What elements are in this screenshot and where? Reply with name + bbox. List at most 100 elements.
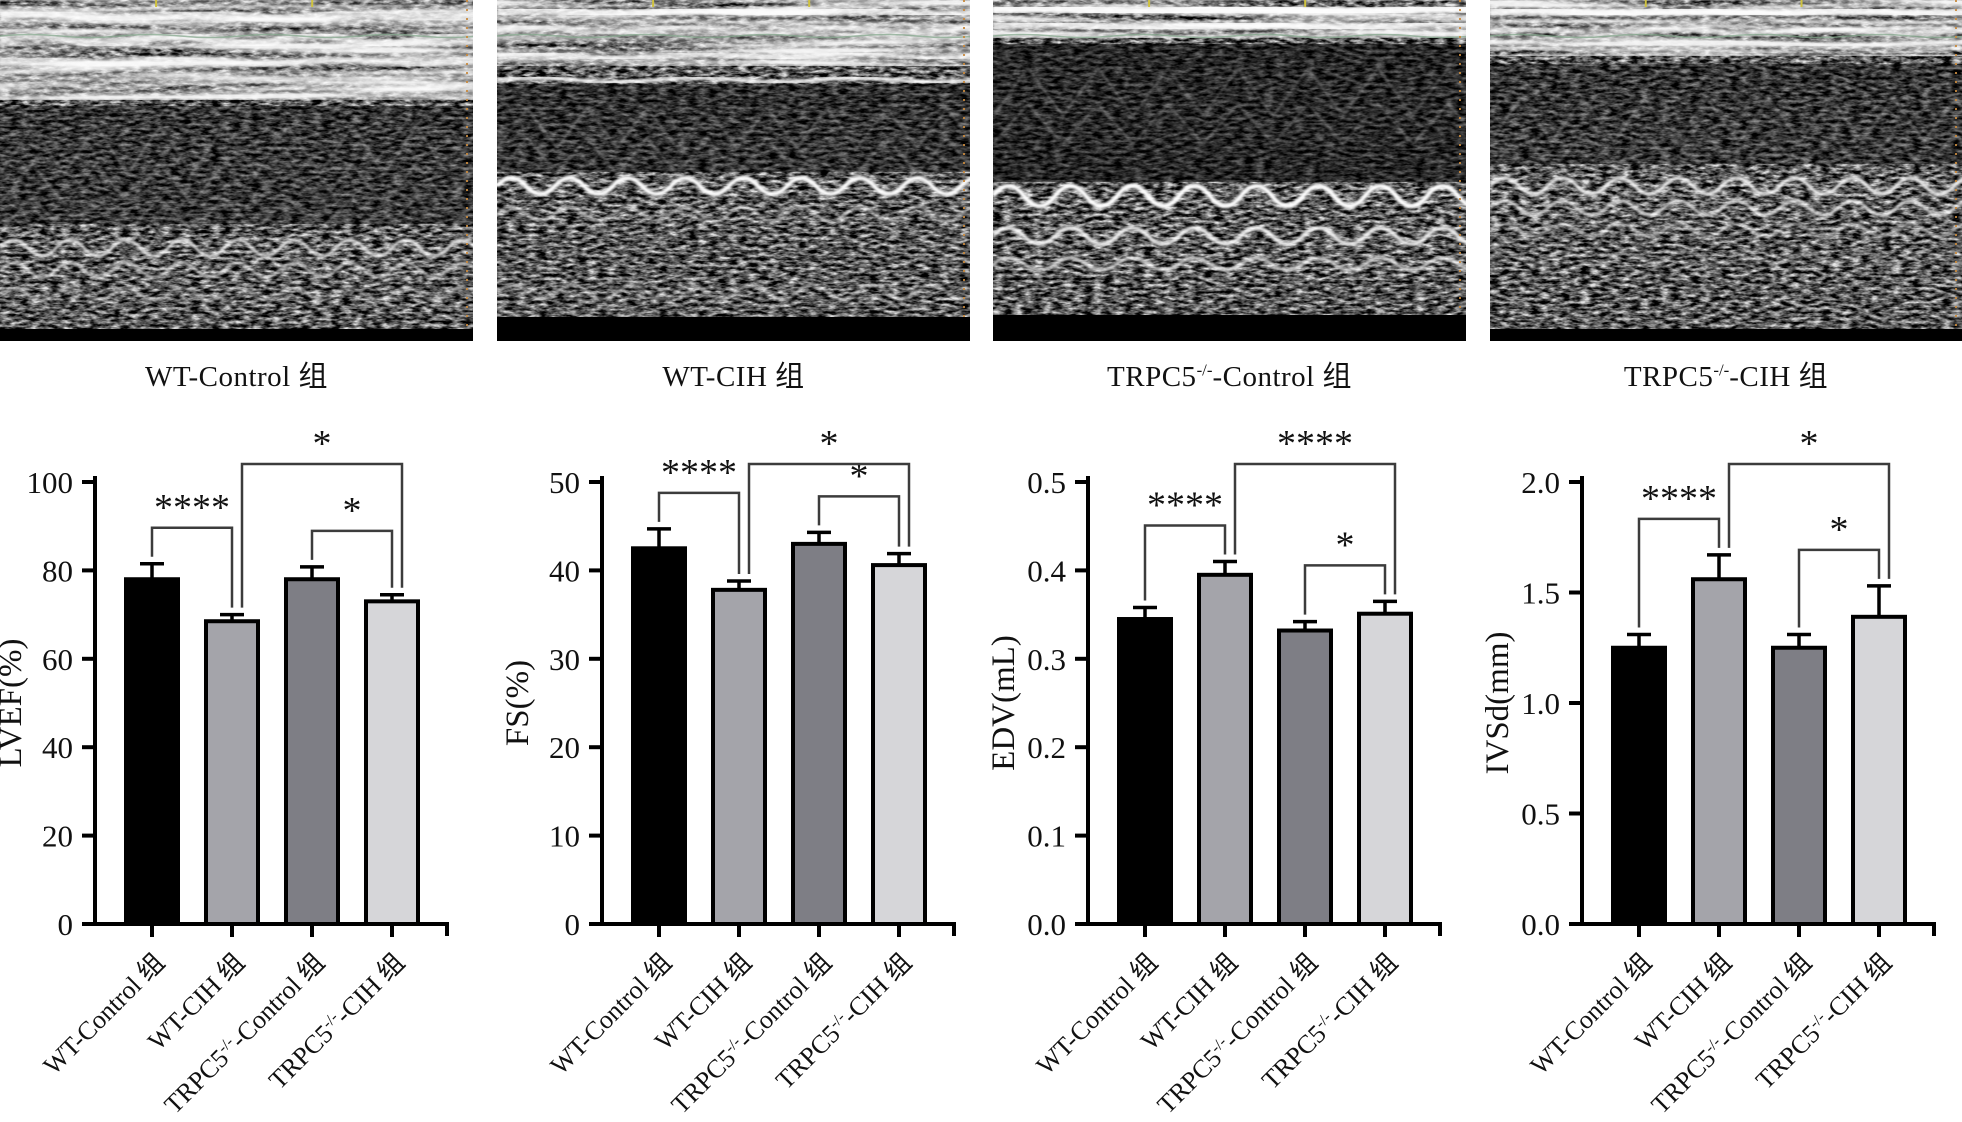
y-tick-label: 20: [549, 730, 580, 765]
echo-caption: TRPC5-/--Control 组: [993, 353, 1466, 395]
bracket-line: [1143, 524, 1227, 601]
significance-label: ****: [1147, 485, 1223, 527]
echocardiogram-m-mode-image: [1490, 0, 1962, 341]
echo-caption: WT-CIH 组: [497, 353, 970, 395]
significance-label: ****: [154, 487, 230, 529]
caption-text: WT-Control 组: [145, 361, 328, 393]
echo-wall-zigzag: [0, 124, 473, 176]
x-category-label: WT-Control 组: [545, 948, 678, 1081]
bar: [1851, 614, 1907, 926]
echocardiogram-m-mode-image: [497, 0, 970, 341]
echo-endocardium-trace: [993, 183, 1466, 209]
echo-endocardium-trace: [1490, 199, 1962, 217]
echo-endocardium-trace: [993, 256, 1466, 272]
y-tick-label: 0.0: [1027, 907, 1066, 942]
bracket-line: [1727, 462, 1891, 579]
bar-chart-fs: 0 10 20 30 40 50 FS(%) WT-Control 组WT-CIH 组TRPC…: [500, 423, 956, 1119]
caption-text: WT-CIH 组: [662, 361, 805, 393]
bracket-line: [1637, 517, 1721, 628]
echo-green-reference-line: [993, 33, 1466, 39]
x-category-label: TRPC5-/--CIH 组: [770, 948, 917, 1095]
y-tick-label: 0.3: [1027, 642, 1066, 677]
echo-endocardium-trace: [497, 205, 970, 223]
bracket-line: [240, 462, 404, 608]
echo-near-field-streak: [1490, 46, 1962, 54]
x-category-label: TRPC5-/--CIH 组: [1750, 948, 1897, 1095]
y-tick-label: 0.4: [1027, 553, 1066, 588]
y-tick-label: 0: [565, 907, 581, 942]
caption-text: TRPC5: [1107, 361, 1197, 393]
axes: 0 10 20 30 40 50 FS(%): [500, 465, 956, 942]
echo-caption: WT-Control 组: [0, 353, 473, 395]
echo-wall-zigzag: [1490, 132, 1962, 172]
significance-label: ****: [661, 452, 737, 494]
echo-chamber-shadow: [1490, 64, 1962, 164]
echo-panel-trpc5ko-control: TRPC5-/--Control 组: [993, 0, 1466, 395]
caption-text-post: -Control 组: [1212, 361, 1352, 393]
axes: 0.0 0.5 1.0 1.5 2.0 IVSd(mm): [1480, 465, 1936, 942]
y-tick-label: 30: [549, 642, 580, 677]
bars: [124, 562, 420, 937]
echo-wall-zigzag: [497, 136, 970, 176]
bar: [1771, 645, 1827, 926]
bar: [1611, 645, 1667, 926]
y-tick-label: 1.5: [1521, 576, 1560, 611]
bar: [364, 599, 420, 926]
echo-near-field-streak: [993, 20, 1466, 32]
echo-bottom-strip: [497, 317, 970, 341]
y-axis-title: IVSd(mm): [1480, 632, 1516, 775]
echo-green-reference-line: [497, 33, 970, 39]
significance-label: *: [343, 490, 362, 532]
echo-near-field-streak: [497, 24, 970, 36]
significance-brackets: ******: [150, 423, 404, 608]
x-category-label: TRPC5-/--CIH 组: [263, 948, 410, 1095]
bar: [711, 587, 767, 927]
bracket-line: [310, 529, 394, 588]
echo-caption: TRPC5-/--CIH 组: [1490, 353, 1962, 395]
echo-near-field-streak: [497, 6, 970, 18]
y-tick-label: 0.5: [1521, 797, 1560, 832]
echo-near-field-streak: [0, 32, 473, 48]
significance-label: *: [820, 423, 839, 465]
echo-bottom-strip: [0, 329, 473, 341]
bracket-line: [1303, 564, 1387, 615]
y-tick-label: 80: [42, 553, 73, 588]
x-category-label: WT-Control 组: [38, 948, 171, 1081]
echo-near-field-streak: [1490, 6, 1962, 18]
bracket-line: [1797, 548, 1881, 628]
echo-bottom-strip: [993, 315, 1466, 341]
y-tick-label: 40: [42, 730, 73, 765]
bracket-line: [150, 526, 234, 608]
y-axis-title: EDV(mL): [986, 635, 1022, 771]
echo-wall-zigzag: [993, 102, 1466, 146]
bar: [1277, 628, 1333, 926]
significance-label: ****: [1277, 423, 1353, 465]
bar: [124, 577, 180, 927]
echo-wall-zigzag: [1490, 96, 1962, 144]
echo-endocardium-trace: [0, 238, 473, 258]
echo-near-field-streak: [993, 3, 1466, 17]
echo-panel-trpc5ko-cih: TRPC5-/--CIH 组: [1490, 0, 1962, 395]
echo-green-reference-line: [0, 33, 473, 39]
bars: [631, 527, 927, 937]
significance-label: *: [1800, 423, 1819, 465]
y-tick-label: 10: [549, 819, 580, 854]
echo-near-field-streak: [0, 8, 473, 24]
bracket-line: [657, 491, 741, 575]
caption-text-post: -CIH 组: [1729, 361, 1829, 393]
bar: [1197, 572, 1253, 926]
bracket-line: [747, 462, 911, 575]
y-tick-label: 0.2: [1027, 730, 1066, 765]
echocardiogram-m-mode-image: [0, 0, 473, 341]
significance-brackets: ******: [1637, 423, 1891, 628]
echo-panel-wt-cih: WT-CIH 组: [497, 0, 970, 395]
echo-wall-zigzag: [0, 162, 473, 206]
bar-chart-ivsd: 0.0 0.5 1.0 1.5 2.0 IVSd(mm) WT-Control 组WT-CI…: [1480, 423, 1936, 1120]
y-tick-label: 1.0: [1521, 686, 1560, 721]
echo-panel-wt-control: WT-Control 组: [0, 0, 473, 395]
bar: [204, 619, 260, 926]
axes: 0 20 40 60 80 100 LVEF(%): [0, 465, 449, 942]
echo-near-field-streak: [497, 76, 970, 84]
